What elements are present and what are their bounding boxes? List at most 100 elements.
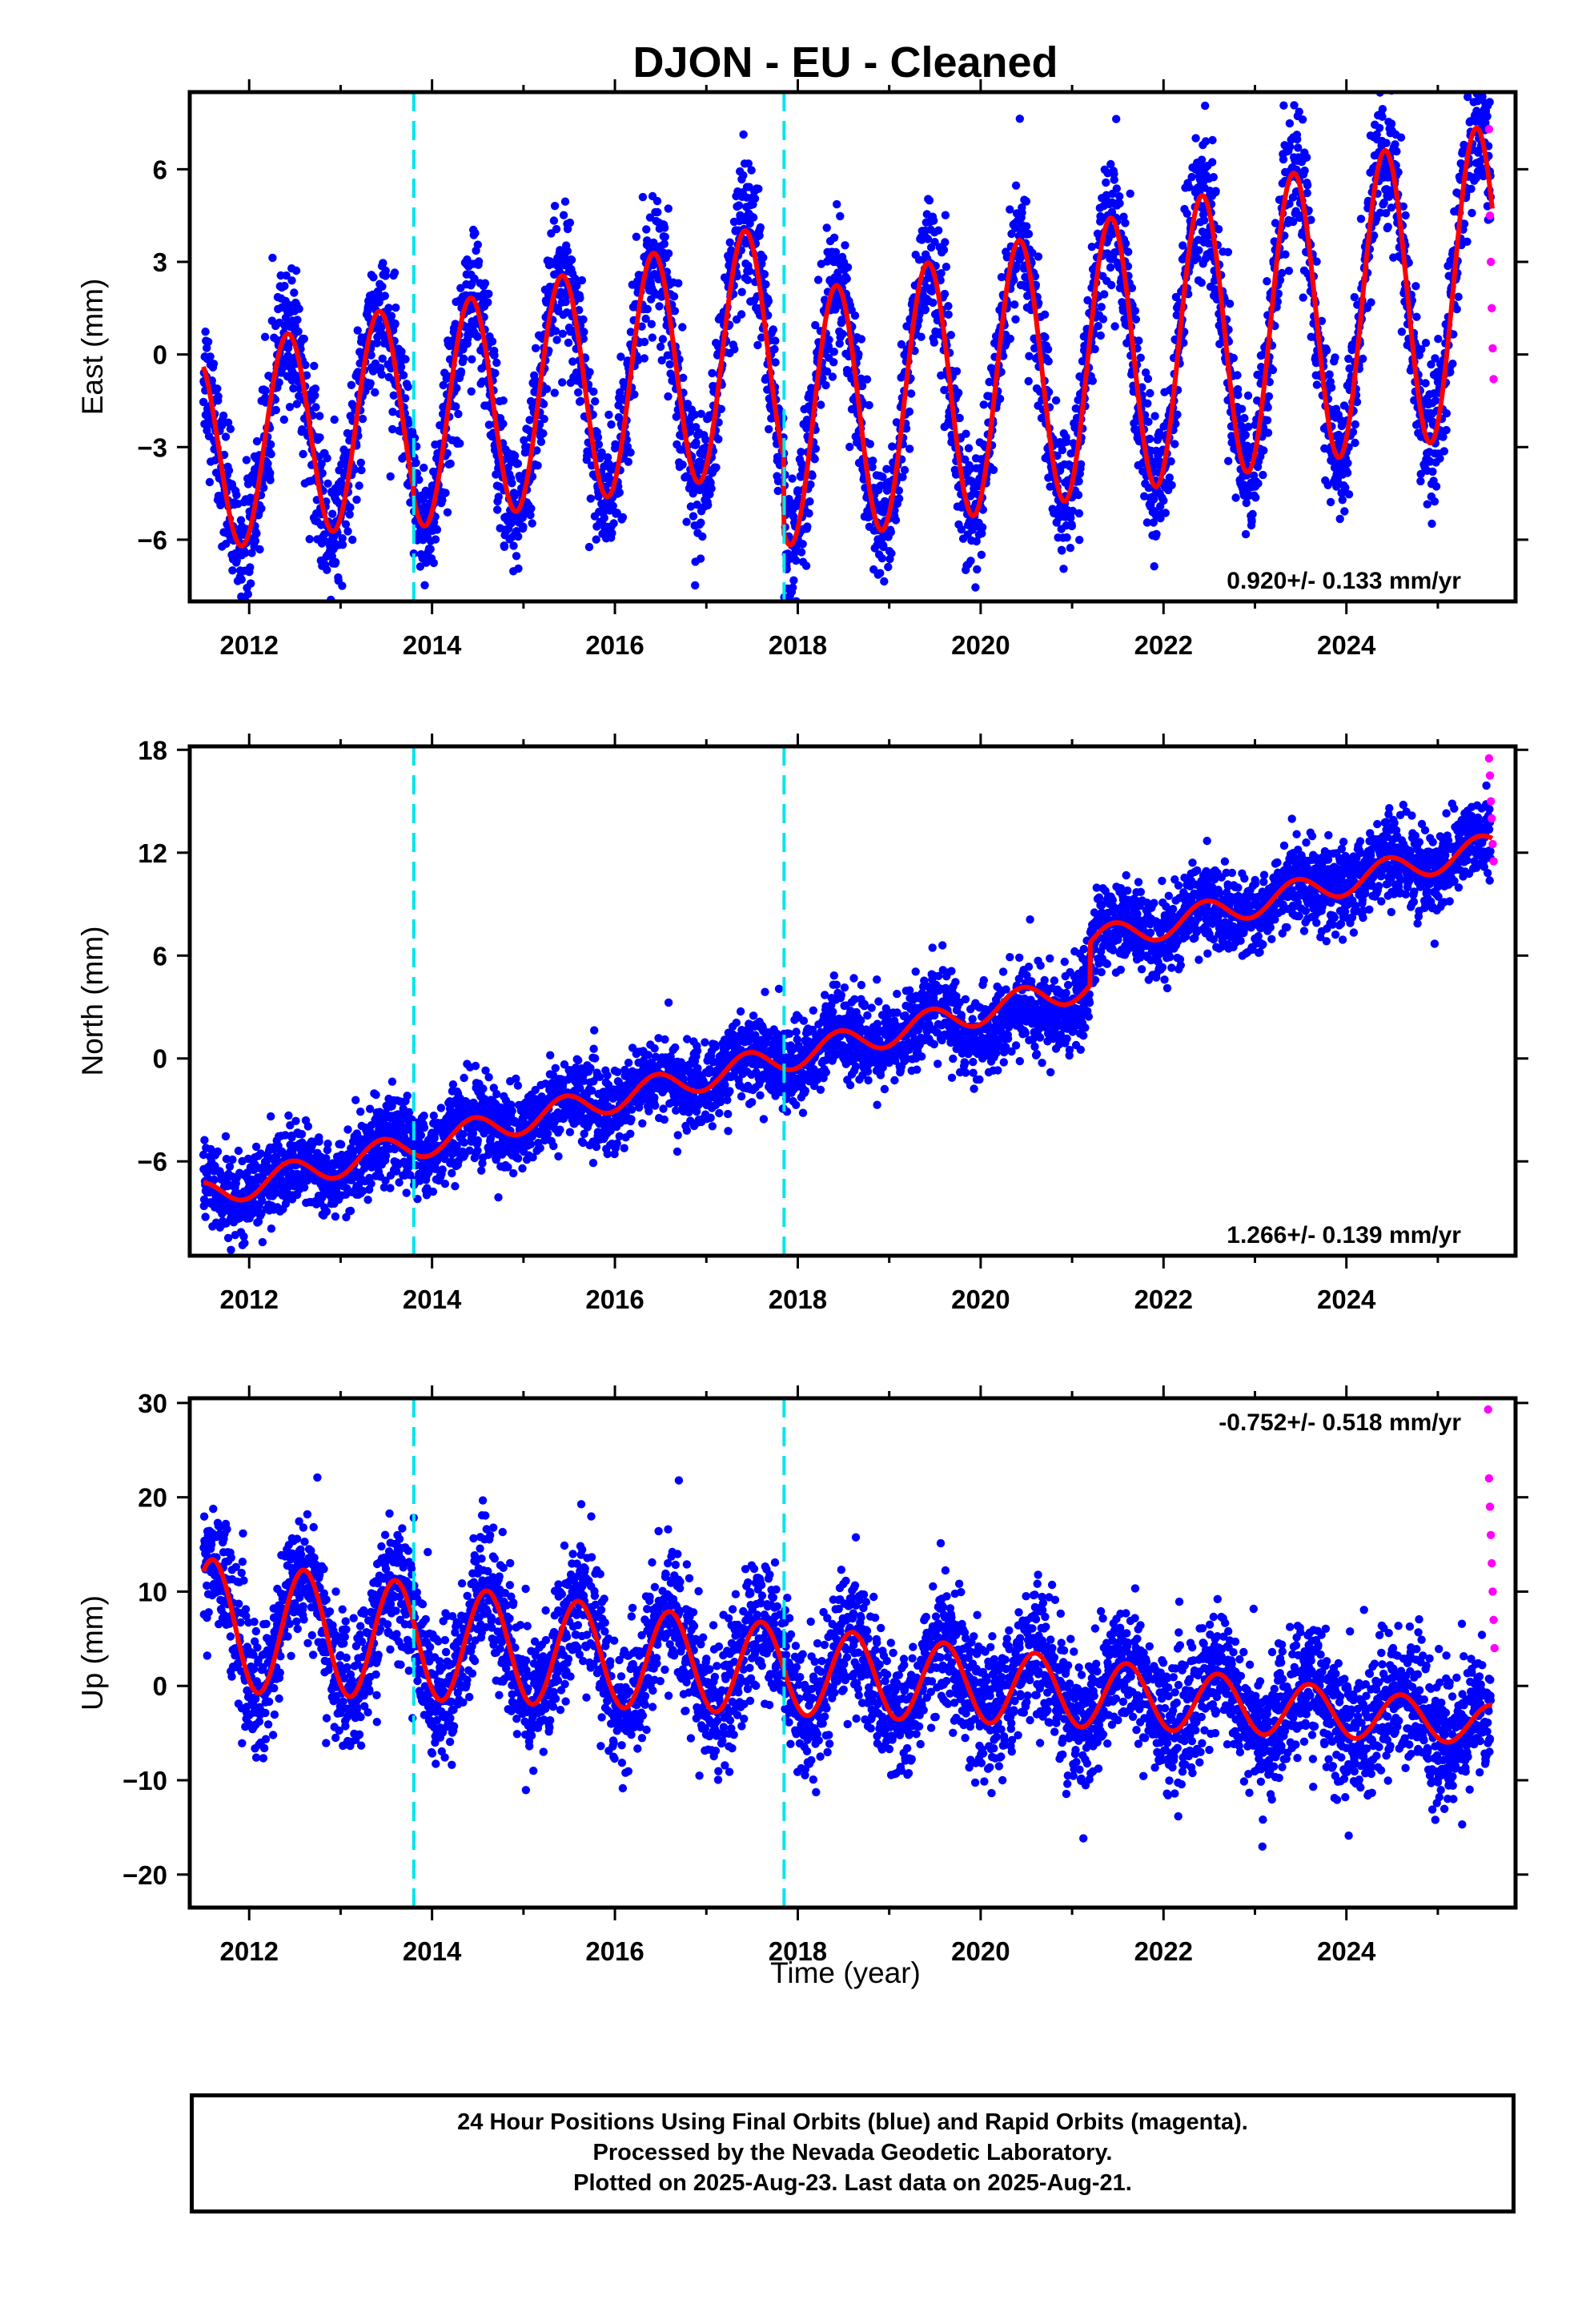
data-point [989,465,998,474]
data-point [213,384,222,393]
data-point [540,415,548,424]
data-point [454,409,463,419]
data-point [508,517,516,527]
data-point [608,501,617,510]
data-point [527,504,536,513]
data-point [692,438,701,447]
data-point [739,130,748,139]
data-point [1115,199,1124,208]
data-point [473,240,482,249]
data-point [520,436,528,444]
data-point [561,297,570,307]
data-point [648,333,656,342]
data-point [900,465,909,475]
data-point [1197,155,1207,164]
data-point [576,294,584,303]
data-point [232,556,241,565]
data-point [323,565,331,574]
data-point [656,342,665,352]
data-point [536,437,546,446]
data-point [372,339,381,348]
data-point [737,287,746,296]
data-point [1062,533,1071,542]
data-point [293,316,302,324]
x-tick-label: 2012 [220,630,279,660]
data-point [697,409,705,418]
final-orbit-points [199,781,1496,1255]
data-point [1241,431,1251,440]
data-point [519,522,528,531]
data-point [1383,223,1392,231]
data-point [685,427,695,436]
data-point [1150,412,1159,420]
data-point [616,352,625,361]
data-point [1343,468,1352,477]
data-point [1146,388,1154,398]
data-point [228,566,237,575]
data-point [584,542,594,552]
data-point [1475,67,1483,75]
data-point [672,412,681,421]
data-point [833,199,841,209]
data-point [232,606,240,614]
data-point [717,404,725,413]
data-point [568,357,577,366]
data-point [345,510,354,519]
data-point [232,490,241,500]
data-point [331,557,340,567]
data-point [1411,282,1420,291]
data-point [880,577,889,586]
data-point [1058,546,1066,555]
data-point [1225,300,1235,308]
data-point [577,275,587,285]
data-point [1098,315,1108,324]
data-point [341,520,351,529]
data-point [1428,467,1437,476]
data-point [1173,410,1182,419]
data-point [797,548,806,557]
data-point [574,388,583,397]
data-point [1421,379,1430,388]
data-point [1331,353,1339,362]
data-point [271,405,280,415]
data-point [614,412,624,422]
data-point [257,504,266,513]
data-point [733,271,741,281]
data-point [1472,82,1480,90]
data-point [1284,267,1294,275]
data-point [633,356,643,365]
data-point [1159,496,1168,505]
data-point [201,328,210,336]
data-point [618,513,628,522]
data-point [586,494,595,503]
data-point [1279,155,1288,164]
data-point [1240,413,1249,423]
data-point [290,288,299,297]
data-point [552,224,561,234]
data-point [816,400,825,409]
data-point [1473,42,1481,50]
data-point [652,196,662,206]
data-point [311,403,320,412]
data-point [214,392,223,401]
data-point [763,385,772,394]
data-point [1264,392,1274,401]
data-point [388,424,397,434]
rapid-point [1489,375,1498,384]
data-point [268,253,277,263]
data-point [1434,335,1443,344]
data-point [446,459,455,468]
data-point [266,468,275,477]
data-point [1182,209,1191,218]
data-point [1040,310,1050,319]
data-point [865,440,875,448]
data-point [665,360,674,369]
data-point [1430,497,1439,506]
data-point [358,414,367,424]
data-point [1431,396,1440,405]
data-point [1231,493,1240,502]
data-point [929,298,938,308]
data-point [682,517,691,526]
data-point [818,374,827,383]
